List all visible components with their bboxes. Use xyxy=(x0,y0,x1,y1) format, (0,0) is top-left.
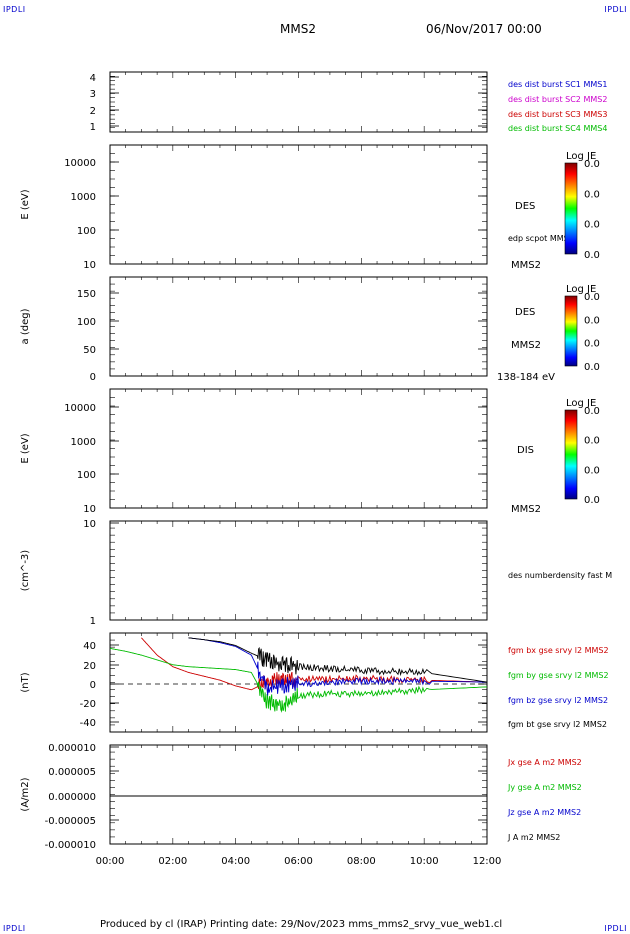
y-axis-label: (nT) xyxy=(20,672,31,692)
panel-frame-3 xyxy=(109,276,488,377)
series-line xyxy=(141,637,488,691)
legend-item-fgm: fgm bz gse srvy l2 MMS2 xyxy=(508,696,608,705)
legend-item-dist: des dist burst SC4 MMS4 xyxy=(508,124,607,133)
y-tick-label: 20 xyxy=(83,661,96,672)
x-tick-label: 00:00 xyxy=(96,856,125,867)
legend-item-fgm: fgm by gse srvy l2 MMS2 xyxy=(508,671,609,680)
y-tick-label: -40 xyxy=(80,718,96,729)
legend-item-current: Jx gse A m2 MMS2 xyxy=(507,758,582,767)
y-tick-label: 40 xyxy=(83,641,96,652)
colorbar-value: 0.0 xyxy=(584,495,600,506)
y-axis-label: a (deg) xyxy=(20,308,31,344)
y-tick-label: 100 xyxy=(77,470,96,481)
corner-logo-tr: IPDLI xyxy=(604,5,627,14)
series-line xyxy=(109,647,488,713)
side-label: DES xyxy=(515,307,535,318)
side-label: MMS2 xyxy=(511,340,541,351)
legend-item-current: Jy gse A m2 MMS2 xyxy=(507,783,582,792)
corner-logo-br: IPDLI xyxy=(604,924,627,933)
y-tick-label: 100 xyxy=(77,317,96,328)
colorbar-value: 0.0 xyxy=(584,362,600,373)
panel-frame-5 xyxy=(109,520,488,621)
side-label: DIS xyxy=(517,445,534,456)
y-tick-label: 0 xyxy=(90,680,96,691)
y-tick-label: 1 xyxy=(90,616,96,627)
panel-frame-4 xyxy=(109,388,488,509)
y-tick-label: 10000 xyxy=(64,403,96,414)
y-tick-label: 1000 xyxy=(71,192,96,203)
x-tick-label: 02:00 xyxy=(158,856,187,867)
side-label: edp scpot MMS2 xyxy=(508,234,574,243)
x-tick-label: 06:00 xyxy=(284,856,313,867)
colorbar-value: 0.0 xyxy=(584,250,600,261)
y-tick-label: 10 xyxy=(83,504,96,515)
colorbar-title: Log JE xyxy=(566,151,596,162)
y-axis-label: (cm^-3) xyxy=(20,550,31,591)
colorbar-value: 0.0 xyxy=(584,339,600,350)
y-tick-label: 3 xyxy=(90,89,96,100)
colorbar xyxy=(564,162,578,255)
x-tick-label: 08:00 xyxy=(347,856,376,867)
y-axis-label: E (eV) xyxy=(20,189,31,219)
y-axis-label: E (eV) xyxy=(20,433,31,463)
colorbar-value: 0.0 xyxy=(584,159,600,170)
y-tick-label: 0 xyxy=(90,372,96,383)
y-tick-label: 4 xyxy=(90,73,96,84)
side-label: des numberdensity fast M xyxy=(508,571,612,580)
legend-item-dist: des dist burst SC3 MMS3 xyxy=(508,110,607,119)
y-tick-label: -20 xyxy=(80,699,96,710)
x-tick-label: 12:00 xyxy=(473,856,502,867)
x-tick-label: 10:00 xyxy=(410,856,439,867)
colorbar-title: Log JE xyxy=(566,398,596,409)
y-tick-label: 1000 xyxy=(71,437,96,448)
y-tick-label: 10 xyxy=(83,519,96,530)
y-tick-label: 1 xyxy=(90,122,96,133)
colorbar-value: 0.0 xyxy=(584,189,600,200)
legend-item-fgm: fgm bt gse srvy l2 MMS2 xyxy=(508,720,607,729)
y-tick-label: -0.000010 xyxy=(45,840,96,851)
colorbar-value: 0.0 xyxy=(584,220,600,231)
colorbar-value: 0.0 xyxy=(584,436,600,447)
side-label: MMS2 xyxy=(511,504,541,515)
panel-frame-7 xyxy=(109,744,488,845)
series-line xyxy=(188,637,488,696)
y-tick-label: 50 xyxy=(83,345,96,356)
side-label: 138-184 eV xyxy=(497,372,555,383)
y-tick-label: 0.000005 xyxy=(48,767,96,778)
legend-item-fgm: fgm bx gse srvy l2 MMS2 xyxy=(508,646,609,655)
colorbar-value: 0.0 xyxy=(584,465,600,476)
x-tick-label: 04:00 xyxy=(221,856,250,867)
y-tick-label: 10 xyxy=(83,260,96,271)
legend-item-current: Jz gse A m2 MMS2 xyxy=(507,808,581,817)
series-line xyxy=(188,637,488,683)
corner-logo-tl: IPDLI xyxy=(3,5,26,14)
panel-frame-1 xyxy=(109,71,488,133)
side-label: MMS2 xyxy=(511,260,541,271)
colorbar xyxy=(564,409,578,500)
corner-logo-bl: IPDLI xyxy=(3,924,26,933)
y-tick-label: 0.000000 xyxy=(48,792,96,803)
y-tick-label: 150 xyxy=(77,289,96,300)
y-tick-label: 0.000010 xyxy=(48,743,96,754)
panel-frame-2 xyxy=(109,144,488,265)
colorbar-value: 0.0 xyxy=(584,292,600,303)
side-label: DES xyxy=(515,201,535,212)
page-datetime: 06/Nov/2017 00:00 xyxy=(426,22,542,36)
colorbar-value: 0.0 xyxy=(584,315,600,326)
page-title: MMS2 xyxy=(280,22,316,36)
legend-item-dist: des dist burst SC2 MMS2 xyxy=(508,95,607,104)
legend-item-current: J A m2 MMS2 xyxy=(507,833,560,842)
legend-item-dist: des dist burst SC1 MMS1 xyxy=(508,80,607,89)
y-tick-label: 100 xyxy=(77,226,96,237)
colorbar-value: 0.0 xyxy=(584,406,600,417)
footer-text: Produced by cl (IRAP) Printing date: 29/… xyxy=(100,919,503,930)
y-tick-label: 2 xyxy=(90,106,96,117)
colorbar-title: Log JE xyxy=(566,284,596,295)
y-tick-label: -0.000005 xyxy=(45,816,96,827)
y-tick-label: 10000 xyxy=(64,158,96,169)
y-axis-label: (A/m2) xyxy=(20,777,31,811)
colorbar xyxy=(564,295,578,367)
